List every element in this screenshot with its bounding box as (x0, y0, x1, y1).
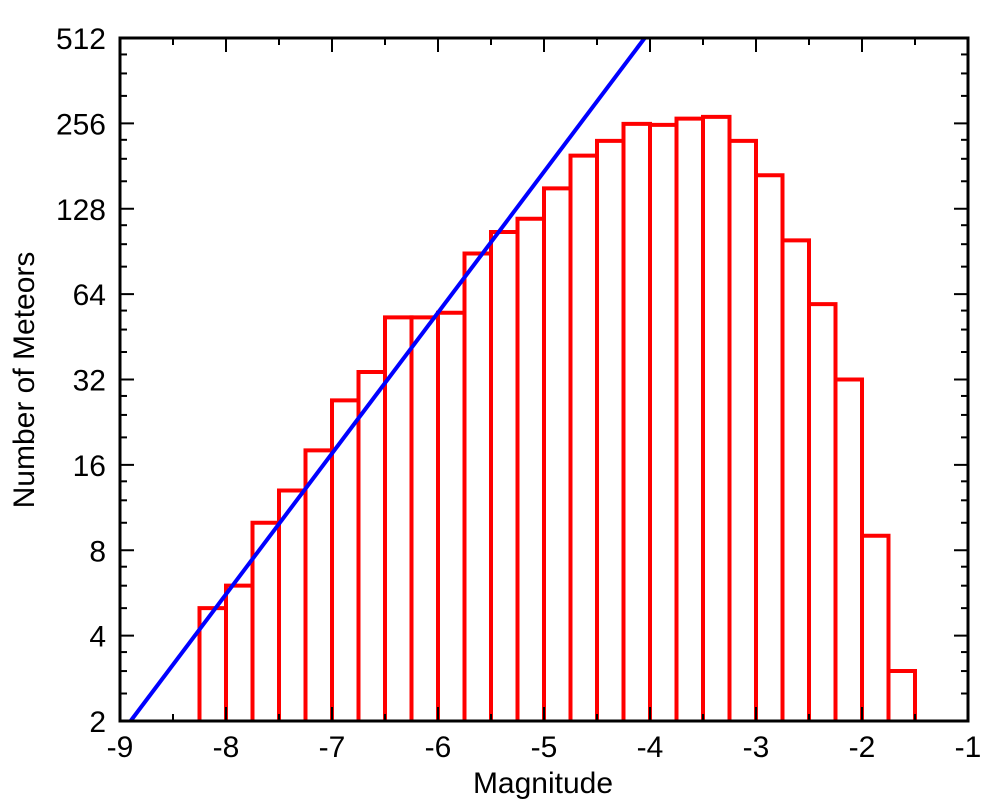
y-tick-label: 64 (73, 279, 106, 312)
histogram-bar (754, 173, 785, 721)
x-tick-label: -2 (849, 731, 876, 764)
y-tick-label: 32 (73, 365, 106, 398)
x-tick-label: -1 (955, 731, 982, 764)
x-tick-label: -8 (213, 731, 240, 764)
x-tick-label: -6 (425, 731, 452, 764)
x-tick-label: -4 (637, 731, 664, 764)
histogram-bar (674, 116, 705, 721)
histogram-bar (886, 669, 917, 721)
histogram-bar (515, 216, 546, 721)
y-tick-label: 256 (56, 108, 106, 141)
y-tick-label: 2 (89, 706, 106, 739)
y-tick-label: 4 (89, 621, 106, 654)
y-tick-label: 16 (73, 450, 106, 483)
x-tick-label: -3 (743, 731, 770, 764)
fit-line (129, 36, 647, 723)
histogram-bar (224, 583, 255, 721)
x-tick-label: -5 (531, 731, 558, 764)
y-tick-labels: 2 4 8 16 32 64 128 256 512 (56, 23, 106, 739)
histogram-bar (356, 370, 387, 721)
histogram-bar (462, 251, 493, 721)
histogram-bar (409, 315, 440, 721)
histogram-bar (489, 229, 520, 721)
histogram-bar (807, 302, 838, 721)
y-axis-label: Number of Meteors (8, 252, 41, 509)
histogram-bar (833, 377, 864, 721)
x-tick-label: -7 (319, 731, 346, 764)
histogram-bar (303, 448, 334, 721)
histogram-bar (648, 122, 679, 721)
histogram-bar (595, 138, 626, 721)
histogram-bar (727, 138, 758, 721)
y-tick-label: 8 (89, 535, 106, 568)
y-tick-label: 512 (56, 23, 106, 56)
fit-line-layer (129, 36, 647, 723)
histogram-bar (860, 533, 891, 721)
histogram-bar (701, 114, 732, 721)
histogram-bar (568, 153, 599, 721)
plot-frame (118, 36, 970, 723)
x-tick-label: -9 (107, 731, 134, 764)
x-axis-label: Magnitude (473, 767, 613, 800)
histogram-bar (436, 310, 467, 721)
histogram-bar (277, 488, 308, 721)
histogram-bar (780, 238, 811, 721)
histogram-bars (197, 114, 917, 721)
y-tick-label: 128 (56, 194, 106, 227)
x-tick-labels: -9 -8 -7 -6 -5 -4 -3 -2 -1 (107, 731, 982, 764)
histogram-bar (621, 121, 652, 721)
histogram-bar (542, 186, 573, 721)
